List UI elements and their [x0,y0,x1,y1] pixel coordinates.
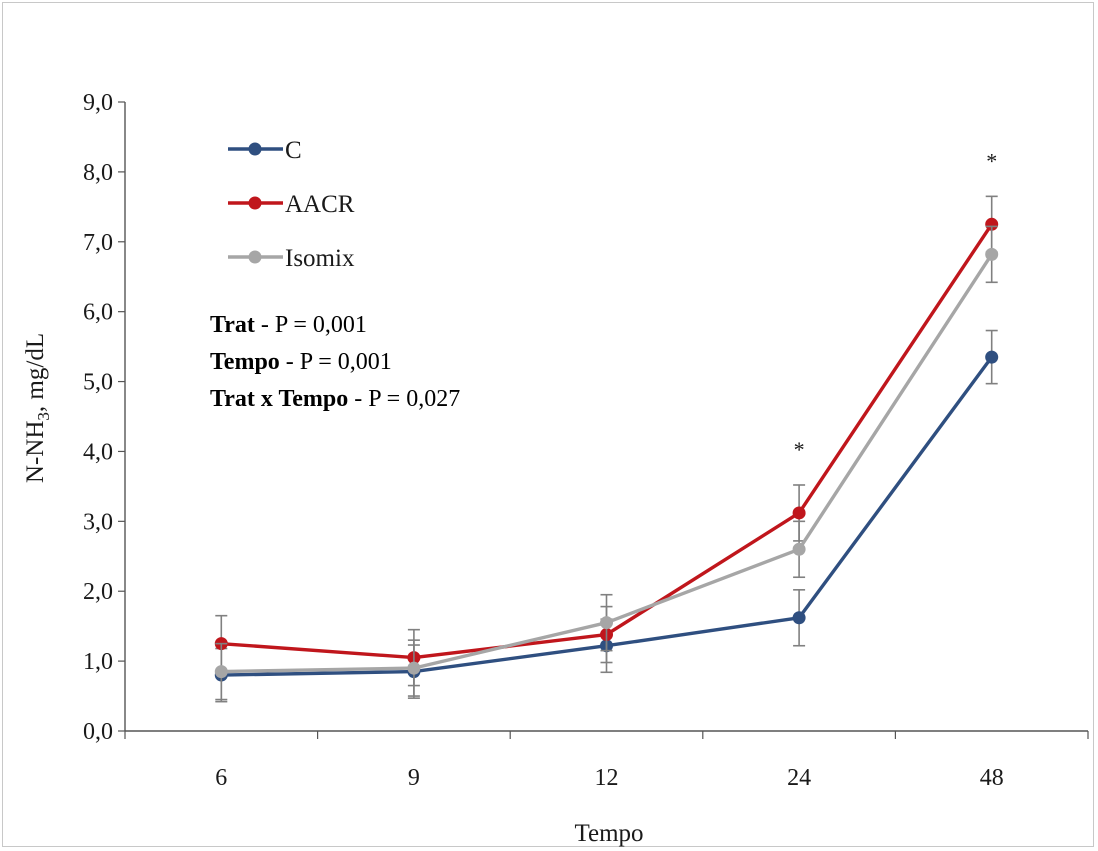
y-tick-label: 5,0 [83,370,113,396]
y-tick-label: 8,0 [83,160,113,186]
legend-item-aacr: AACR [228,191,355,218]
y-tick-label: 1,0 [83,649,113,675]
legend-swatch-marker [248,142,262,156]
x-tick-label: 6 [215,765,227,791]
legend-item-isomix: Isomix [228,245,355,272]
x-tick-label: 9 [408,765,420,791]
y-tick-label: 6,0 [83,300,113,326]
series-group [214,195,999,703]
legend-item-c: C [228,137,302,164]
x-tick-labels: 6 9 12 24 48 [215,765,1003,791]
x-axis-title: Tempo [574,820,643,847]
series-isomix [214,225,999,701]
significance-markers: ** [794,148,998,462]
stat-line-tempo: Tempo - P = 0,001 [210,349,392,375]
legend-label: C [285,137,302,164]
x-tick-label: 48 [980,765,1004,791]
y-axis-title: N-NH3, mg/dL [22,333,53,483]
y-axis-title-subscript: 3 [34,412,53,421]
data-point [985,247,999,261]
line-chart: 0,01,02,03,04,05,06,07,08,09,0 6 9 12 24 48 … [22,90,1089,847]
data-point [792,542,806,556]
legend-swatch-marker [248,196,262,210]
significance-star: * [986,148,997,173]
y-tick-label: 4,0 [83,439,113,465]
x-tick-label: 24 [787,765,811,791]
x-tick-label: 12 [595,765,619,791]
data-point [407,661,421,675]
y-tick-label: 7,0 [83,230,113,256]
y-tick-label: 2,0 [83,579,113,605]
legend: C AACR Isomix [228,137,355,272]
data-point [792,611,806,625]
series-line [221,223,994,660]
y-tick-labels: 0,0 1,0 2,0 3,0 4,0 5,0 6,0 7,0 8,0 9,0 [83,90,113,745]
data-point [792,506,806,520]
statistics-annotation: Trat - P = 0,001 Tempo - P = 0,001 Trat … [210,312,460,412]
data-point [985,350,999,364]
stat-line-interaction: Trat x Tempo - P = 0,027 [210,386,460,412]
legend-swatch-marker [248,250,262,264]
stat-line-trat: Trat - P = 0,001 [210,312,367,338]
data-point [600,616,613,630]
y-tick-label: 0,0 [83,719,113,745]
legend-label: Isomix [285,245,355,272]
y-tick-label: 9,0 [83,90,113,116]
axes [118,101,1089,739]
legend-label: AACR [285,191,355,218]
data-point [214,665,228,679]
data-point [985,217,999,231]
y-tick-label: 3,0 [83,509,113,535]
significance-star: * [794,437,805,462]
